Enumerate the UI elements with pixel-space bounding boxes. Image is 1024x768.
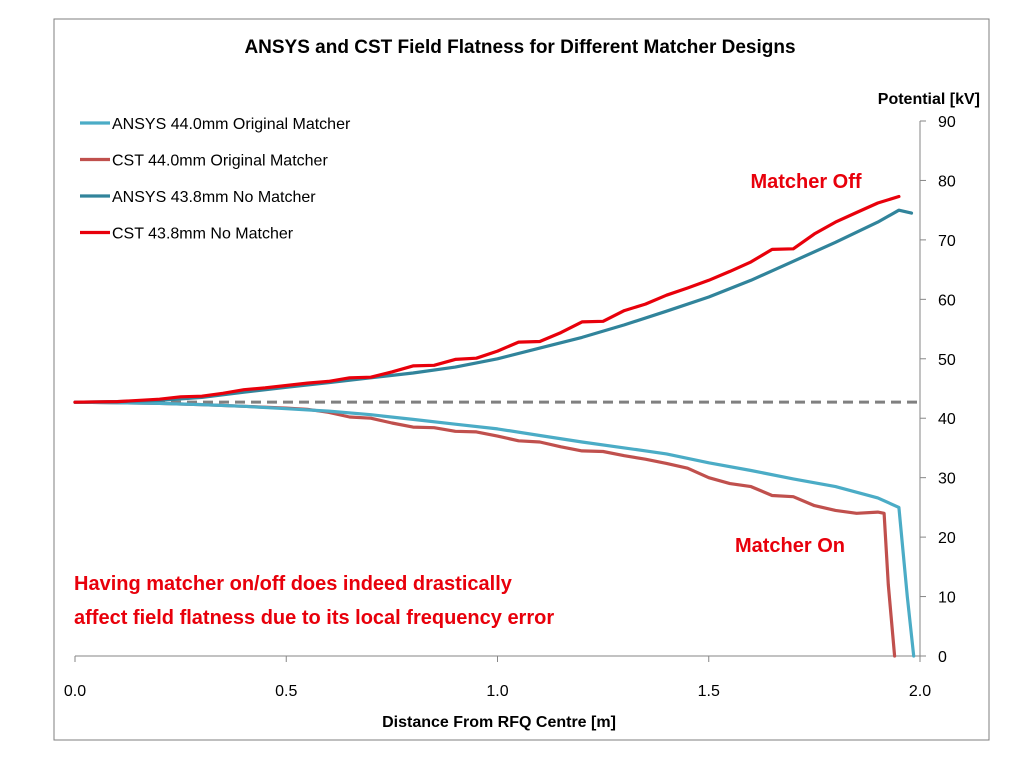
annotation-matcher-off: Matcher Off bbox=[750, 171, 861, 193]
series-line-0 bbox=[73, 400, 916, 658]
y-tick-label: 60 bbox=[938, 292, 956, 309]
axes-layer: 0.0 0.5 1.0 1.5 2.0 0 10 20 30 40 50 60 70 80 90 bbox=[64, 114, 956, 700]
series-line-3 bbox=[73, 194, 901, 404]
legend-entry: ANSYS 43.8mm No Matcher bbox=[112, 189, 316, 206]
x-tick-label: 0.5 bbox=[275, 683, 297, 700]
y-tick-label: 0 bbox=[938, 649, 947, 666]
x-tick-label: 1.5 bbox=[698, 683, 720, 700]
x-tick-label: 1.0 bbox=[486, 683, 508, 700]
legend-entry: ANSYS 44.0mm Original Matcher bbox=[112, 116, 351, 133]
series-layer bbox=[73, 194, 916, 658]
x-tick-label: 2.0 bbox=[909, 683, 931, 700]
y-axis-label: Potential [kV] bbox=[878, 91, 980, 108]
x-axis-label: Distance From RFQ Centre [m] bbox=[382, 714, 616, 731]
legend-entry: CST 43.8mm No Matcher bbox=[112, 226, 294, 243]
legend-entry: CST 44.0mm Original Matcher bbox=[112, 153, 328, 170]
y-tick-label: 10 bbox=[938, 590, 956, 607]
note-line-2: affect field flatness due to its local f… bbox=[74, 607, 554, 629]
chart-title: ANSYS and CST Field Flatness for Differe… bbox=[244, 37, 795, 58]
y-tick-label: 90 bbox=[938, 114, 956, 131]
y-tick-label: 20 bbox=[938, 530, 956, 547]
y-tick-label: 30 bbox=[938, 471, 956, 488]
x-tick-label: 0.0 bbox=[64, 683, 86, 700]
annotation-matcher-on: Matcher On bbox=[735, 535, 845, 557]
chart-frame bbox=[53, 18, 990, 741]
y-tick-label: 50 bbox=[938, 352, 956, 369]
legend: ANSYS 44.0mm Original Matcher CST 44.0mm … bbox=[80, 116, 351, 243]
y-tick-label: 40 bbox=[938, 411, 956, 428]
note-line-1: Having matcher on/off does indeed drasti… bbox=[74, 573, 513, 595]
y-tick-label: 80 bbox=[938, 173, 956, 190]
y-tick-label: 70 bbox=[938, 233, 956, 250]
